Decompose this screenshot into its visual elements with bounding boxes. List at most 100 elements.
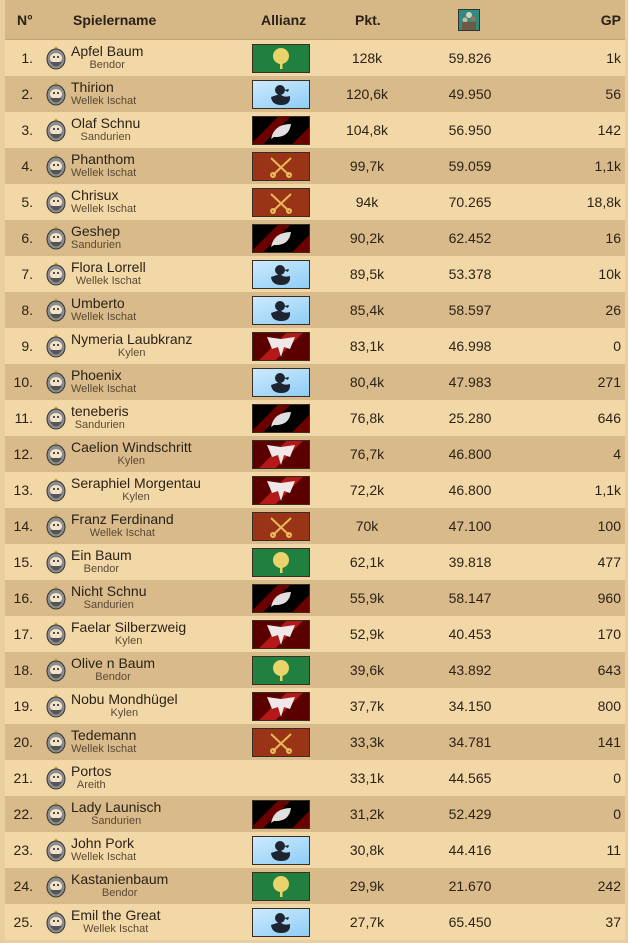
alliance-banner-duck-icon[interactable] (252, 260, 310, 289)
table-row[interactable]: 14. Franz Ferdinand Wellek Ischat 70k 47.… (5, 508, 625, 544)
table-row[interactable]: 9. Nymeria Laubkranz Kylen 83,1k 46.998 0 (5, 328, 625, 364)
alliance-banner-keys-icon[interactable] (252, 188, 310, 217)
table-row[interactable]: 19. Nobu Mondhügel Kylen 37,7k 34.150 800 (5, 688, 625, 724)
player-name[interactable]: Umberto (71, 295, 125, 311)
alliance-banner-keys-icon[interactable] (252, 512, 310, 541)
alliance-name[interactable]: Bendor (83, 563, 120, 575)
knight-avatar-icon[interactable] (46, 802, 66, 827)
player-name[interactable]: Nicht Schnu (71, 583, 147, 599)
knight-avatar-icon[interactable] (46, 838, 66, 863)
knight-avatar-icon[interactable] (46, 118, 66, 143)
player-name[interactable]: Nobu Mondhügel (71, 691, 178, 707)
table-row[interactable]: 11. teneberis Sandurien 76,8k 25.280 646 (5, 400, 625, 436)
header-alliance[interactable]: Allianz (261, 12, 307, 28)
player-name[interactable]: Olive n Baum (71, 655, 156, 671)
table-row[interactable]: 3. Olaf Schnu Sandurien 104,8k 56.950 142 (5, 112, 625, 148)
alliance-name[interactable]: Wellek Ischat (71, 95, 137, 107)
alliance-name[interactable]: Wellek Ischat (75, 275, 141, 287)
player-name[interactable]: John Pork (71, 835, 135, 851)
knight-avatar-icon[interactable] (46, 766, 66, 791)
alliance-name[interactable]: Sandurien (71, 239, 122, 251)
knight-avatar-icon[interactable] (46, 478, 66, 503)
knight-avatar-icon[interactable] (46, 262, 66, 287)
alliance-banner-leaf-icon[interactable] (252, 800, 310, 829)
alliance-name[interactable]: Sandurien (91, 815, 142, 827)
player-name[interactable]: Ein Baum (71, 547, 132, 563)
knight-avatar-icon[interactable] (46, 370, 66, 395)
table-row[interactable]: 12. Caelion Windschritt Kylen 76,7k 46.80… (5, 436, 625, 472)
alliance-name[interactable]: Kylen (122, 491, 150, 503)
table-row[interactable]: 18. Olive n Baum Bendor 39,6k 43.892 643 (5, 652, 625, 688)
knight-avatar-icon[interactable] (46, 622, 66, 647)
header-points[interactable]: Pkt. (355, 12, 381, 28)
knight-avatar-icon[interactable] (46, 910, 66, 935)
player-name[interactable]: Chrisux (71, 187, 119, 203)
alliance-name[interactable]: Kylen (117, 455, 146, 467)
citizens-icon[interactable] (458, 9, 480, 31)
player-name[interactable]: Emil the Great (71, 907, 161, 923)
alliance-name[interactable]: Kylen (110, 707, 139, 719)
alliance-banner-tree-icon[interactable] (252, 548, 310, 577)
knight-avatar-icon[interactable] (46, 442, 66, 467)
knight-avatar-icon[interactable] (46, 334, 66, 359)
alliance-banner-tree-icon[interactable] (252, 656, 310, 685)
table-row[interactable]: 23. John Pork Wellek Ischat 30,8k 44.416 … (5, 832, 625, 868)
alliance-banner-duck-icon[interactable] (252, 368, 310, 397)
knight-avatar-icon[interactable] (46, 190, 66, 215)
player-name[interactable]: Apfel Baum (71, 43, 144, 59)
alliance-banner-leaf-icon[interactable] (252, 584, 310, 613)
table-row[interactable]: 24. Kastanienbaum Bendor 29,9k 21.670 242 (5, 868, 625, 904)
player-name[interactable]: Flora Lorrell (71, 259, 146, 275)
header-name[interactable]: Spielername (73, 12, 157, 28)
alliance-banner-duck-icon[interactable] (252, 296, 310, 325)
player-name[interactable]: Seraphiel Morgentau (71, 475, 201, 491)
table-row[interactable]: 8. Umberto Wellek Ischat 85,4k 58.597 26 (5, 292, 625, 328)
alliance-banner-tree-icon[interactable] (252, 44, 310, 73)
header-gp[interactable]: GP (600, 12, 621, 28)
table-row[interactable]: 4. Phanthom Wellek Ischat 99,7k 59.059 1,… (5, 148, 625, 184)
player-name[interactable]: Portos (71, 763, 112, 779)
alliance-name[interactable]: Wellek Ischat (71, 203, 137, 215)
alliance-name[interactable]: Bendor (95, 671, 131, 683)
alliance-name[interactable]: Sandurien (80, 131, 131, 143)
alliance-name[interactable]: Sandurien (74, 419, 125, 431)
knight-avatar-icon[interactable] (46, 82, 66, 107)
alliance-name[interactable]: Wellek Ischat (71, 743, 137, 755)
alliance-name[interactable]: Kylen (114, 635, 143, 647)
alliance-banner-eagle-icon[interactable] (252, 440, 310, 469)
table-row[interactable]: 20. Tedemann Wellek Ischat 33,3k 34.781 1… (5, 724, 625, 760)
player-name[interactable]: Nymeria Laubkranz (71, 331, 193, 347)
alliance-name[interactable]: Wellek Ischat (89, 527, 155, 539)
alliance-banner-tree-icon[interactable] (252, 872, 310, 901)
table-row[interactable]: 6. Geshep Sandurien 90,2k 62.452 16 (5, 220, 625, 256)
alliance-banner-duck-icon[interactable] (252, 908, 310, 937)
player-name[interactable]: Caelion Windschritt (71, 439, 192, 455)
alliance-banner-duck-icon[interactable] (252, 836, 310, 865)
player-name[interactable]: Geshep (71, 223, 121, 239)
alliance-banner-duck-icon[interactable] (252, 80, 310, 109)
table-row[interactable]: 21. Portos Areith 33,1k 44.565 0 (5, 760, 625, 796)
player-name[interactable]: Tedemann (71, 727, 137, 743)
player-name[interactable]: Franz Ferdinand (71, 511, 174, 527)
knight-avatar-icon[interactable] (46, 46, 66, 71)
player-name[interactable]: Kastanienbaum (71, 871, 169, 887)
alliance-banner-leaf-icon[interactable] (252, 224, 310, 253)
alliance-banner-keys-icon[interactable] (252, 728, 310, 757)
alliance-name[interactable]: Wellek Ischat (71, 383, 137, 395)
player-name[interactable]: Thirion (71, 79, 114, 95)
knight-avatar-icon[interactable] (46, 514, 66, 539)
table-row[interactable]: 16. Nicht Schnu Sandurien 55,9k 58.147 96… (5, 580, 625, 616)
knight-avatar-icon[interactable] (46, 298, 66, 323)
table-row[interactable]: 15. Ein Baum Bendor 62,1k 39.818 477 (5, 544, 625, 580)
alliance-name[interactable]: Wellek Ischat (83, 923, 149, 935)
alliance-banner-leaf-icon[interactable] (252, 116, 310, 145)
table-row[interactable]: 17. Faelar Silberzweig Kylen 52,9k 40.453… (5, 616, 625, 652)
player-name[interactable]: Faelar Silberzweig (71, 619, 187, 635)
player-name[interactable]: Olaf Schnu (71, 115, 141, 131)
table-row[interactable]: 22. Lady Launisch Sandurien 31,2k 52.429 … (5, 796, 625, 832)
knight-avatar-icon[interactable] (46, 874, 66, 899)
player-name[interactable]: Lady Launisch (71, 799, 162, 815)
alliance-banner-leaf-icon[interactable] (252, 404, 310, 433)
knight-avatar-icon[interactable] (46, 226, 66, 251)
alliance-banner-keys-icon[interactable] (252, 152, 310, 181)
